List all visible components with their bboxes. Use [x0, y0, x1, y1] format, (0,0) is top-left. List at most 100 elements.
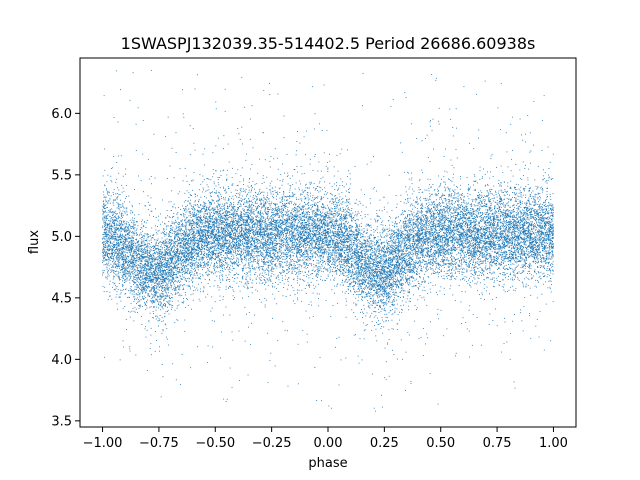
data-point	[507, 211, 509, 213]
data-point	[317, 255, 318, 257]
data-point	[424, 229, 426, 231]
data-point	[151, 227, 153, 229]
data-point	[148, 319, 150, 321]
data-point	[204, 242, 206, 243]
data-point	[344, 261, 346, 263]
data-point	[377, 246, 379, 248]
data-point	[253, 260, 255, 262]
data-point	[274, 254, 276, 255]
data-point	[509, 267, 511, 269]
data-point	[224, 253, 226, 254]
data-point	[268, 274, 270, 276]
data-point	[423, 245, 424, 247]
data-point	[340, 219, 342, 221]
data-point	[529, 151, 531, 153]
data-point	[503, 235, 505, 237]
data-point	[502, 202, 504, 204]
data-point	[402, 260, 403, 262]
data-point	[408, 278, 410, 280]
data-point	[487, 237, 488, 239]
data-point	[275, 224, 277, 226]
data-point	[170, 226, 172, 228]
data-point	[187, 250, 189, 252]
data-point	[516, 251, 518, 253]
data-point	[163, 295, 165, 297]
data-point	[541, 233, 543, 235]
data-point	[144, 233, 146, 235]
data-point	[257, 275, 258, 277]
data-point	[239, 188, 241, 190]
data-point	[289, 225, 291, 227]
data-point	[499, 194, 500, 196]
data-point	[181, 214, 182, 216]
data-point	[544, 222, 546, 224]
data-point	[469, 251, 471, 253]
data-point	[364, 287, 366, 289]
data-point	[260, 216, 262, 218]
data-point	[549, 280, 551, 282]
data-point	[248, 259, 250, 261]
data-point	[387, 293, 389, 295]
data-point	[550, 209, 552, 210]
data-point	[230, 233, 232, 235]
data-point	[155, 309, 157, 311]
data-point	[506, 197, 508, 199]
data-point	[503, 238, 505, 240]
data-point	[242, 220, 244, 222]
data-point	[530, 220, 532, 222]
data-point	[209, 241, 211, 243]
data-point	[278, 210, 280, 211]
data-point	[362, 235, 363, 237]
data-point	[376, 216, 378, 217]
data-point	[341, 234, 342, 236]
data-point	[521, 192, 523, 194]
data-point	[325, 217, 326, 219]
data-point	[316, 293, 318, 295]
data-point	[480, 198, 481, 200]
data-point	[196, 242, 198, 244]
data-point	[279, 180, 281, 182]
data-point	[316, 190, 318, 191]
data-point	[481, 202, 483, 204]
data-point	[494, 207, 496, 209]
data-point	[378, 324, 380, 325]
data-point	[161, 280, 163, 282]
data-point	[512, 229, 514, 231]
data-point	[288, 197, 290, 199]
data-point	[348, 249, 350, 251]
data-point	[203, 179, 205, 181]
data-point	[219, 203, 221, 205]
data-point	[374, 277, 376, 279]
data-point	[261, 268, 263, 270]
data-point	[301, 232, 303, 234]
data-point	[125, 256, 127, 258]
chart-title: 1SWASPJ132039.35-514402.5 Period 26686.6…	[121, 34, 536, 53]
data-point	[201, 246, 203, 248]
data-point	[216, 201, 218, 202]
data-point	[473, 244, 475, 246]
data-point	[159, 246, 161, 248]
data-point	[118, 277, 119, 279]
data-point	[269, 248, 270, 249]
data-point	[390, 253, 391, 255]
data-point	[158, 267, 159, 269]
data-point	[167, 260, 169, 262]
data-point	[279, 258, 281, 259]
data-point	[271, 263, 273, 265]
data-point	[214, 188, 215, 190]
data-point	[489, 257, 491, 258]
data-point	[454, 211, 456, 212]
data-point	[405, 249, 407, 251]
data-point	[233, 240, 235, 242]
data-point	[211, 250, 213, 252]
data-point	[306, 208, 308, 210]
data-point	[142, 293, 144, 295]
data-point	[264, 280, 266, 282]
data-point	[333, 279, 335, 281]
data-point	[347, 233, 349, 235]
data-point	[461, 204, 463, 206]
data-point	[420, 207, 421, 209]
data-point	[311, 304, 313, 306]
data-point	[369, 198, 371, 200]
data-point	[270, 229, 272, 230]
